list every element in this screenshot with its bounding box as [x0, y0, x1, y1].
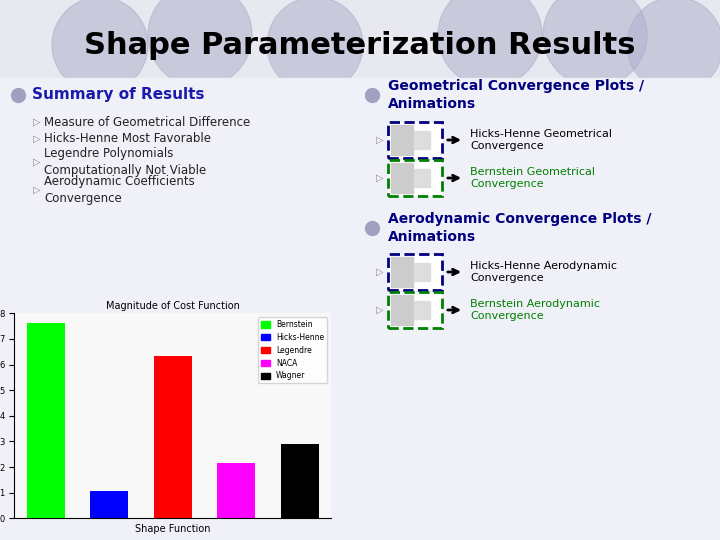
Text: Legendre Polynomials
Computationally Not Viable: Legendre Polynomials Computationally Not…: [44, 147, 206, 177]
Text: ▷: ▷: [33, 157, 40, 167]
Circle shape: [148, 0, 252, 87]
Text: Hicks-Henne Geometrical
Convergence: Hicks-Henne Geometrical Convergence: [470, 129, 612, 151]
Title: Magnitude of Cost Function: Magnitude of Cost Function: [106, 301, 240, 311]
Text: Bernstein Aerodynamic
Convergence: Bernstein Aerodynamic Convergence: [470, 299, 600, 321]
Bar: [388, 292, 442, 328]
Bar: [281, 444, 318, 518]
Bar: [414, 131, 430, 149]
X-axis label: Shape Function: Shape Function: [135, 524, 210, 534]
Text: ▷: ▷: [376, 173, 384, 183]
Bar: [388, 160, 442, 196]
Text: ▷: ▷: [33, 185, 40, 195]
Text: ▷: ▷: [376, 135, 384, 145]
Text: ▷: ▷: [33, 134, 40, 144]
Text: Geometrical Convergence Plots /
Animations: Geometrical Convergence Plots / Animatio…: [388, 79, 644, 111]
Text: Hicks-Henne Most Favorable: Hicks-Henne Most Favorable: [44, 132, 211, 145]
Text: Bernstein Geometrical
Convergence: Bernstein Geometrical Convergence: [470, 167, 595, 189]
Bar: [0, 78, 720, 540]
Text: Summary of Results: Summary of Results: [32, 87, 204, 103]
Text: Shape Parameterization Results: Shape Parameterization Results: [84, 31, 636, 60]
Bar: [391, 125, 413, 155]
Text: ▷: ▷: [376, 267, 384, 277]
Bar: [388, 254, 442, 290]
Circle shape: [52, 0, 148, 93]
Legend: Bernstein, Hicks-Henne, Legendre, NACA, Wagner: Bernstein, Hicks-Henne, Legendre, NACA, …: [258, 317, 328, 383]
Text: ▷: ▷: [33, 117, 40, 127]
Text: Aerodynamic Convergence Plots /
Animations: Aerodynamic Convergence Plots / Animatio…: [388, 212, 652, 244]
Bar: [414, 301, 430, 319]
Bar: [391, 163, 413, 193]
Bar: [154, 355, 192, 518]
Bar: [414, 263, 430, 281]
Bar: [391, 257, 413, 287]
Text: ▷: ▷: [376, 305, 384, 315]
Bar: [391, 295, 413, 325]
Text: Aerodynamic Coefficients
Convergence: Aerodynamic Coefficients Convergence: [44, 175, 194, 205]
Circle shape: [543, 0, 647, 87]
Text: Measure of Geometrical Difference: Measure of Geometrical Difference: [44, 116, 251, 129]
Bar: [414, 169, 430, 187]
Circle shape: [267, 0, 363, 93]
Bar: [217, 463, 255, 518]
Circle shape: [627, 0, 720, 93]
Bar: [91, 491, 128, 518]
Bar: [388, 122, 442, 158]
Text: Hicks-Henne Aerodynamic
Convergence: Hicks-Henne Aerodynamic Convergence: [470, 261, 617, 283]
Circle shape: [438, 0, 542, 87]
Bar: [27, 323, 65, 518]
